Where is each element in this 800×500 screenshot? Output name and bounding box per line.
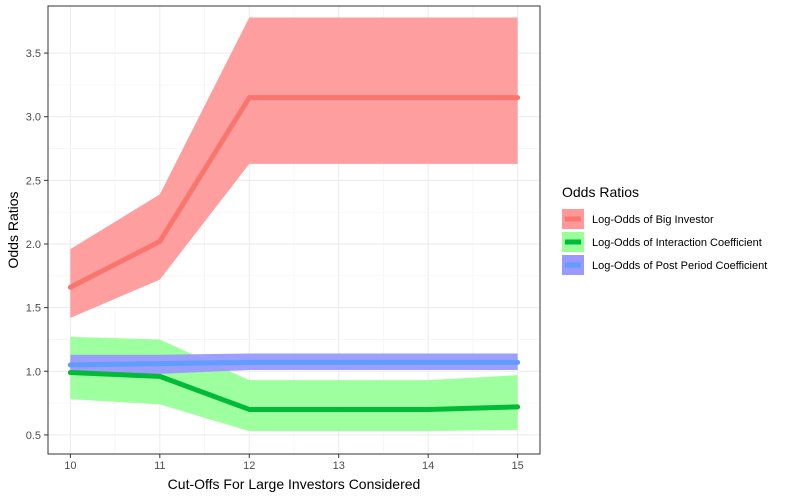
- legend-title: Odds Ratios: [562, 184, 639, 200]
- y-axis-title: Odds Ratios: [5, 191, 21, 268]
- x-tick-label: 10: [64, 460, 76, 472]
- y-tick-label: 3.5: [26, 48, 41, 60]
- y-tick-label: 3.0: [26, 112, 41, 124]
- x-tick-label: 13: [333, 460, 345, 472]
- x-axis-ticks: 10 11 12 13 14 15: [64, 454, 524, 472]
- series-line-3: [67, 359, 521, 368]
- legend-label: Log-Odds of Big Investor: [592, 214, 714, 226]
- y-axis-ticks: 0.5 1.0 1.5 2.0 2.5 3.0 3.5: [26, 48, 48, 442]
- plot-border: [47, 5, 541, 455]
- series-line-1: [67, 95, 521, 290]
- confidence-band-1: [70, 17, 518, 318]
- y-tick-label: 2.5: [26, 175, 41, 187]
- legend-label: Log-Odds of Post Period Coefficient: [592, 260, 767, 272]
- y-tick-label: 2.0: [26, 239, 41, 251]
- legend-label: Log-Odds of Interaction Coefficient: [592, 237, 762, 249]
- y-tick-label: 1.0: [26, 366, 41, 378]
- x-axis-title: Cut-Offs For Large Investors Considered: [168, 476, 421, 492]
- x-tick-label: 14: [422, 460, 434, 472]
- x-tick-label: 11: [154, 460, 165, 472]
- series-line-2: [67, 370, 521, 412]
- y-tick-label: 1.5: [26, 303, 41, 315]
- x-tick-label: 12: [243, 460, 255, 472]
- x-tick-label: 15: [512, 460, 524, 472]
- y-tick-label: 0.5: [26, 430, 41, 442]
- legend-items: Log-Odds of Big Investor Log-Odds of Inte…: [562, 209, 767, 275]
- series-lines: [67, 95, 521, 412]
- legend: Odds Ratios Log-Odds of Big InvestorLog-…: [562, 184, 767, 275]
